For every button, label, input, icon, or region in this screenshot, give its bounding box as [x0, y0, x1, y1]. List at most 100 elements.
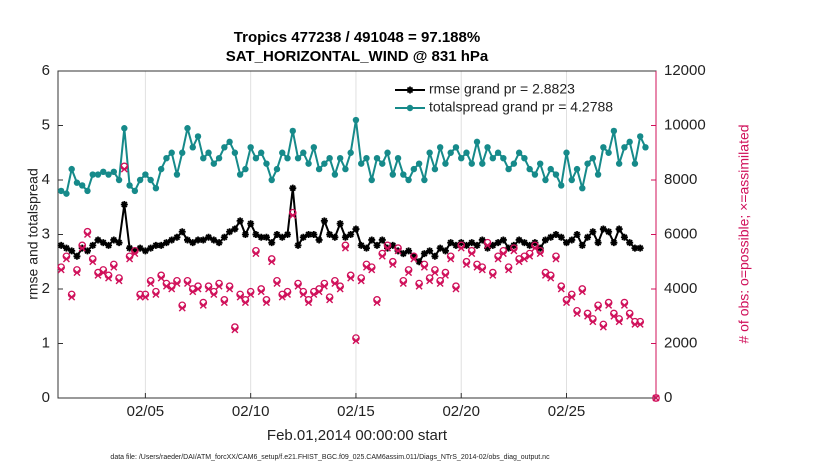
marker	[447, 239, 455, 247]
marker	[420, 250, 428, 258]
marker	[552, 255, 560, 263]
marker	[379, 160, 386, 167]
marker	[578, 288, 586, 296]
marker	[220, 299, 228, 307]
marker	[384, 149, 391, 156]
marker	[131, 247, 139, 255]
marker	[94, 271, 102, 279]
marker	[520, 255, 528, 263]
marker	[142, 171, 149, 178]
marker	[557, 233, 565, 241]
marker	[426, 149, 433, 156]
marker	[231, 225, 239, 233]
marker	[642, 144, 649, 151]
marker	[189, 144, 196, 151]
marker	[57, 241, 65, 249]
marker	[83, 231, 91, 238]
marker	[452, 144, 460, 151]
marker	[163, 155, 170, 162]
marker	[615, 318, 623, 326]
marker	[326, 155, 333, 162]
marker	[278, 293, 286, 301]
marker	[305, 160, 312, 167]
marker	[573, 165, 581, 173]
marker	[178, 304, 186, 312]
marker	[320, 217, 328, 225]
marker	[458, 155, 465, 162]
marker	[342, 165, 349, 173]
marker	[294, 241, 302, 249]
marker	[57, 187, 65, 195]
marker	[321, 160, 328, 167]
marker	[552, 231, 560, 238]
marker	[105, 241, 113, 249]
marker	[210, 236, 218, 244]
marker	[68, 247, 76, 255]
marker	[489, 155, 497, 162]
footnote: data file: /Users/raeder/DAI/ATM_forcXX/…	[110, 454, 550, 461]
marker	[510, 160, 518, 167]
marker	[400, 171, 407, 178]
marker	[347, 149, 354, 156]
marker	[199, 236, 207, 244]
x-tick-label: 02/20	[442, 403, 480, 420]
marker	[605, 149, 612, 156]
marker	[484, 244, 492, 252]
marker	[589, 318, 597, 326]
marker	[373, 155, 381, 162]
marker	[358, 160, 365, 167]
marker	[573, 310, 581, 318]
marker	[210, 290, 218, 298]
x-tick-label: 02/05	[127, 403, 165, 420]
marker	[531, 244, 539, 252]
marker	[415, 282, 423, 290]
marker	[473, 241, 481, 249]
marker	[378, 252, 386, 260]
chart-subtitle: SAT_HORIZONTAL_WIND @ 831 hPa	[226, 48, 489, 65]
y2-tick-label: 8000	[664, 171, 697, 188]
marker	[262, 299, 270, 307]
marker	[500, 155, 507, 162]
marker	[384, 244, 392, 252]
marker	[310, 144, 318, 151]
marker	[568, 236, 576, 244]
marker	[173, 280, 181, 288]
marker	[362, 244, 370, 252]
marker	[589, 228, 597, 236]
marker	[394, 247, 402, 255]
marker	[473, 263, 481, 271]
marker	[631, 320, 639, 328]
marker	[215, 282, 223, 290]
marker	[120, 201, 128, 209]
marker	[62, 255, 70, 263]
y-axis-label: rmse and totalspread	[25, 168, 41, 300]
marker	[573, 231, 581, 238]
marker	[336, 220, 344, 228]
marker	[284, 231, 292, 238]
y2-tick-label: 6000	[664, 225, 697, 242]
marker	[478, 236, 486, 244]
marker	[73, 252, 81, 260]
marker	[147, 244, 155, 252]
marker	[373, 241, 381, 249]
y2-tick-label: 0	[664, 389, 672, 406]
marker	[226, 228, 234, 236]
marker	[452, 241, 460, 249]
marker	[241, 299, 249, 307]
marker	[78, 244, 86, 252]
marker	[637, 133, 644, 140]
marker	[626, 312, 634, 320]
marker	[410, 255, 418, 263]
marker	[152, 290, 160, 298]
marker	[368, 266, 376, 274]
marker	[236, 171, 244, 178]
marker	[436, 244, 444, 252]
marker	[94, 236, 102, 244]
marker	[231, 326, 239, 334]
marker	[305, 299, 313, 307]
marker	[605, 228, 613, 236]
marker	[499, 236, 507, 244]
marker	[300, 149, 307, 156]
marker	[341, 233, 349, 241]
marker	[426, 277, 434, 285]
